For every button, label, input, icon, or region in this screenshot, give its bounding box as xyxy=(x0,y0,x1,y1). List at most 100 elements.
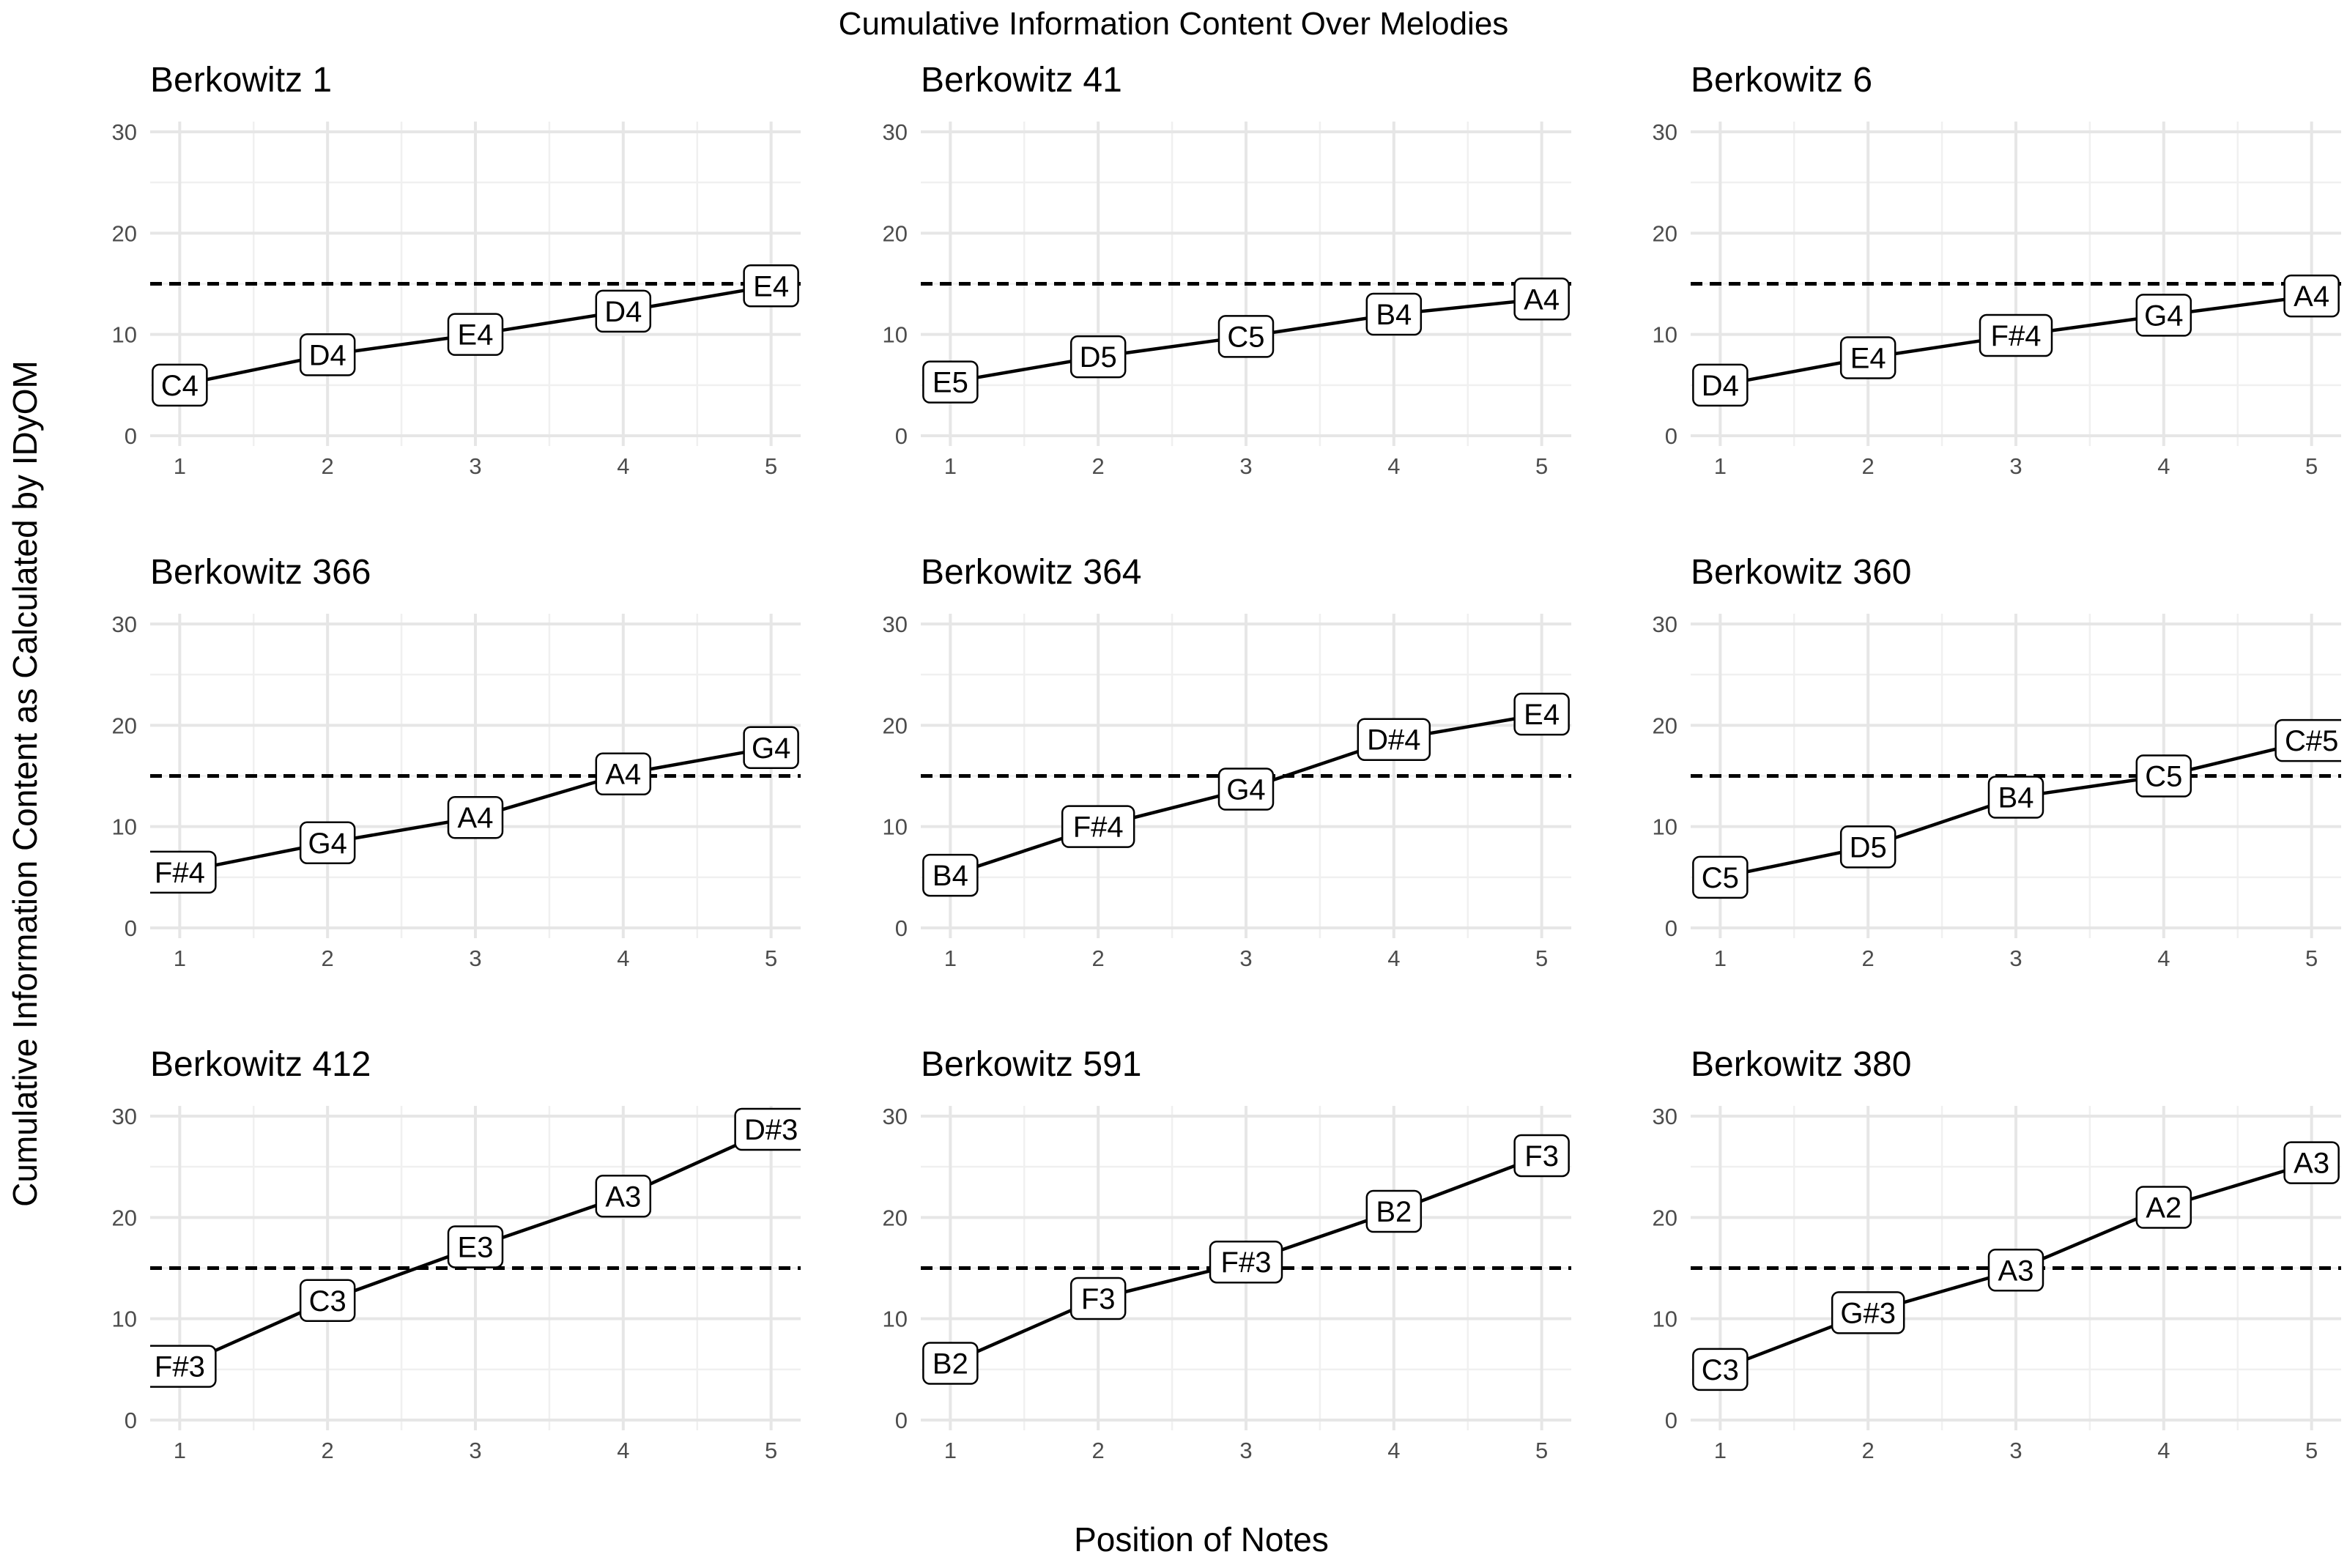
x-tick-label: 3 xyxy=(469,453,481,479)
y-tick-label: 10 xyxy=(883,814,908,840)
note-label: D5 xyxy=(1850,831,1887,863)
y-tick-label: 30 xyxy=(112,119,137,145)
note-label: C3 xyxy=(309,1285,346,1318)
y-tick-label: 10 xyxy=(112,814,137,840)
y-tick-label: 10 xyxy=(112,322,137,348)
note-label: B4 xyxy=(933,860,968,892)
x-tick-label: 4 xyxy=(617,1438,629,1463)
note-label: G4 xyxy=(752,732,790,765)
note-label-box xyxy=(1692,1348,1749,1391)
x-tick-label: 5 xyxy=(1535,1438,1548,1463)
note-label: F3 xyxy=(1524,1140,1559,1173)
note-label: F#4 xyxy=(1073,811,1124,844)
note-label-box xyxy=(1209,1240,1283,1284)
x-tick-label: 2 xyxy=(322,453,334,479)
note-label: D4 xyxy=(1702,370,1739,402)
y-tick-label: 20 xyxy=(883,220,908,246)
x-tick-label: 1 xyxy=(174,1438,186,1463)
x-tick-label: 5 xyxy=(2305,453,2318,479)
note-label-box xyxy=(922,360,979,404)
x-tick-label: 5 xyxy=(1535,453,1548,479)
note-label: D5 xyxy=(1080,341,1117,374)
note-label: E3 xyxy=(458,1231,494,1263)
x-tick-label: 3 xyxy=(1239,945,1252,971)
note-label-box xyxy=(2274,718,2341,762)
x-tick-label: 3 xyxy=(2009,1438,2022,1463)
note-label: G#3 xyxy=(1840,1297,1896,1329)
note-label: G4 xyxy=(2144,300,2183,332)
note-labels: C4 D4 E4 D4 E4 xyxy=(152,264,799,407)
x-tick-label: 5 xyxy=(765,1438,777,1463)
y-tick-label: 10 xyxy=(1653,814,1677,840)
note-label-box xyxy=(2283,1141,2340,1184)
y-tick-label: 30 xyxy=(112,1104,137,1129)
y-tick-label: 20 xyxy=(1653,220,1677,246)
note-label-box xyxy=(2135,1186,2192,1229)
note-label: C5 xyxy=(2145,761,2182,793)
x-tick-label: 4 xyxy=(617,945,629,971)
panel-5: Berkowitz 364 1 2 3 4 5 0 10 20 30 B4 F#4 G4 D#4 E4 xyxy=(883,553,1571,971)
note-label-box xyxy=(150,850,217,894)
note-label-box xyxy=(299,821,356,865)
x-tick-label: 3 xyxy=(1239,1438,1252,1463)
y-tick-label: 10 xyxy=(883,322,908,348)
x-tick-label: 1 xyxy=(174,945,186,971)
panel-title: Berkowitz 6 xyxy=(1691,61,1872,100)
x-tick-label: 2 xyxy=(1862,453,1875,479)
x-tick-label: 2 xyxy=(1862,945,1875,971)
x-tick-label: 2 xyxy=(1092,1438,1105,1463)
note-label: G4 xyxy=(308,828,347,860)
y-tick-label: 30 xyxy=(1653,612,1677,637)
note-label-box xyxy=(447,795,504,839)
y-axis-label: Cumulative Information Content as Calcul… xyxy=(6,360,44,1207)
panel-7: Berkowitz 412 1 2 3 4 5 0 10 20 30 F#3 C3 E3 A3 D#3 xyxy=(112,1045,801,1463)
y-tick-label: 0 xyxy=(125,1408,137,1433)
note-label-box xyxy=(1831,1291,1905,1334)
x-tick-label: 1 xyxy=(944,945,957,971)
note-label: D#3 xyxy=(744,1114,798,1146)
panel-title: Berkowitz 591 xyxy=(921,1045,1141,1084)
chart-title: Cumulative Information Content Over Melo… xyxy=(839,6,1509,42)
y-tick-label: 10 xyxy=(1653,322,1677,348)
note-label: E4 xyxy=(1850,342,1886,374)
x-tick-label: 2 xyxy=(322,1438,334,1463)
note-label-box xyxy=(595,289,652,333)
note-label-box xyxy=(922,853,979,897)
x-tick-label: 4 xyxy=(1387,945,1400,971)
y-tick-label: 20 xyxy=(883,1205,908,1230)
note-label: G4 xyxy=(1226,773,1265,806)
x-tick-label: 5 xyxy=(2305,945,2318,971)
x-tick-label: 1 xyxy=(1714,1438,1727,1463)
panel-8: Berkowitz 591 1 2 3 4 5 0 10 20 30 B2 F3 F#3 B2 F3 xyxy=(883,1045,1571,1463)
y-tick-label: 30 xyxy=(112,612,137,637)
note-label: A3 xyxy=(605,1181,641,1213)
note-label-box xyxy=(447,313,504,356)
note-labels: D4 E4 F#4 G4 A4 xyxy=(1692,274,2340,407)
note-label-box xyxy=(595,752,652,795)
x-tick-label: 5 xyxy=(765,945,777,971)
note-label: A4 xyxy=(458,802,494,834)
note-labels: C5 D5 B4 C5 C#5 xyxy=(1692,718,2341,899)
note-label-box xyxy=(1692,855,1749,899)
note-label: F#4 xyxy=(1991,320,2042,352)
y-tick-label: 10 xyxy=(1653,1307,1677,1332)
note-label: A4 xyxy=(605,759,641,791)
note-labels: E5 D5 C5 B4 A4 xyxy=(922,278,1570,404)
note-label-box xyxy=(1692,363,1749,407)
note-label-box xyxy=(2135,294,2192,337)
note-label-box xyxy=(1069,1277,1127,1320)
note-label: E4 xyxy=(753,270,789,302)
note-labels: B2 F3 F#3 B2 F3 xyxy=(922,1134,1570,1385)
note-labels: C3 G#3 A3 A2 A3 xyxy=(1692,1141,2340,1391)
note-labels: F#3 C3 E3 A3 D#3 xyxy=(150,1107,801,1388)
note-label: E5 xyxy=(933,367,968,399)
y-tick-label: 30 xyxy=(883,1104,908,1129)
note-label-box xyxy=(743,726,799,770)
x-tick-label: 2 xyxy=(1862,1438,1875,1463)
note-label-box xyxy=(150,1345,217,1388)
note-labels: F#4 G4 A4 A4 G4 xyxy=(150,726,799,894)
note-label: B4 xyxy=(1376,299,1412,331)
panel-title: Berkowitz 412 xyxy=(150,1045,371,1084)
x-tick-label: 3 xyxy=(469,1438,481,1463)
